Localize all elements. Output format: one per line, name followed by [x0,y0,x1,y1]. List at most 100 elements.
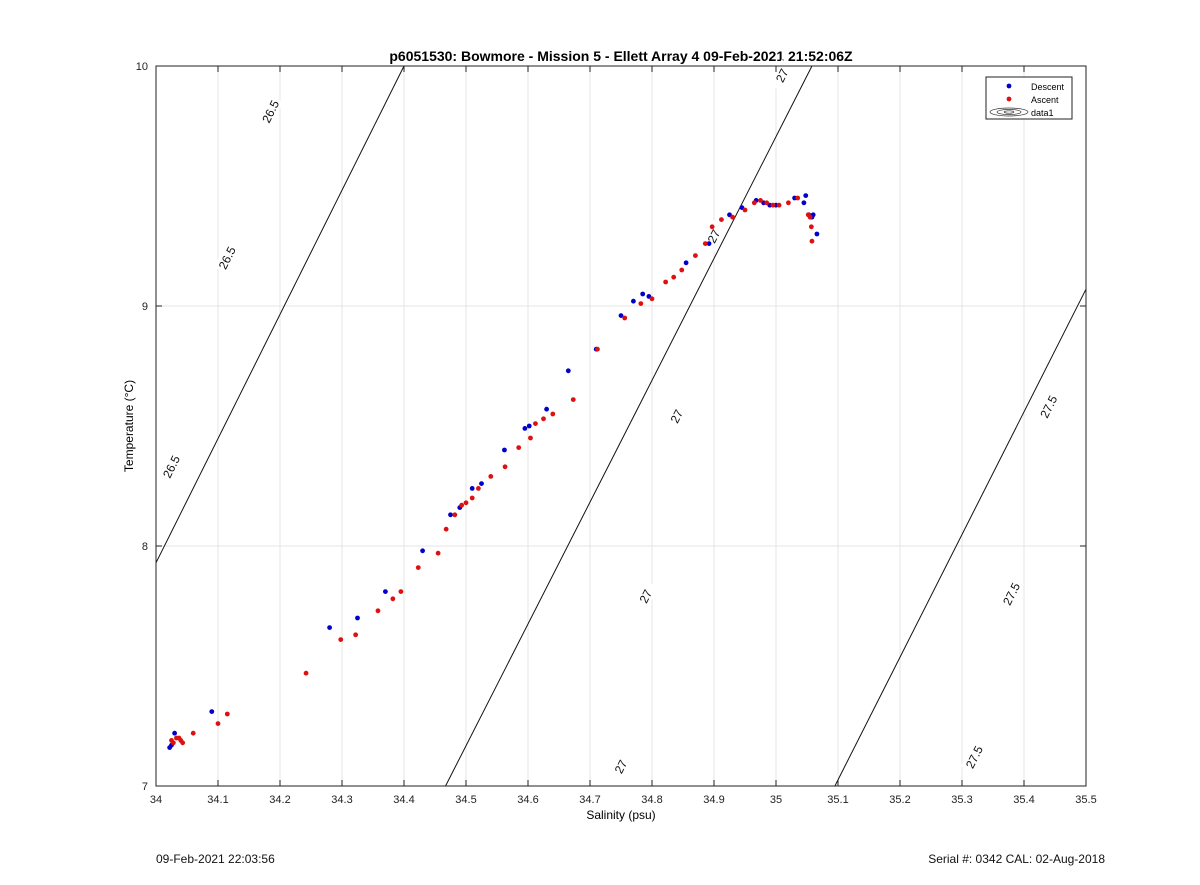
isopycnal-label: 27 [637,587,656,606]
y-tick-label: 7 [142,781,148,793]
ascent-point [375,608,381,614]
descent-point [469,486,475,491]
isopycnal-label-bg [1035,390,1062,423]
isopycnal-label-group: 26.5 [257,95,284,128]
ascent-point [751,200,757,206]
descent-point [640,291,646,297]
descent-point [448,512,453,518]
isopycnal-label: 27 [612,757,631,776]
isopycnal-label: 27 [705,227,724,246]
isopycnal-label-group: 27 [607,750,634,783]
legend-label-ascent: Ascent [1031,95,1059,105]
isopycnal-label-group: 27.5 [998,577,1025,610]
isopycnal-label-bg [158,450,185,483]
isopycnal-27.5 [834,288,1087,787]
legend-label-data1: data1 [1031,108,1054,118]
ascent-point [730,214,735,220]
ascent-point [541,416,546,422]
descent-point [502,447,507,453]
x-tick-label: 34.1 [207,794,228,806]
ascent-point [649,296,655,302]
ascent-point [398,589,404,594]
ascent-point [679,267,685,273]
descent-point [565,368,571,374]
ascent-point [224,711,230,717]
descent-point [814,231,820,237]
isopycnal-label-group: 26.5 [158,450,185,483]
isopycnal-label-bg [960,741,987,773]
ascent-point [170,740,176,746]
series-descent [167,193,820,750]
isopycnal-27 [445,65,813,787]
ascent-point [550,411,556,417]
y-tick-label: 8 [142,541,148,553]
isopycnal-label-bg [663,400,690,433]
x-tick-label: 34.5 [455,794,476,806]
x-tick-label: 35.3 [951,794,972,806]
descent-point [801,200,807,206]
ascent-point [808,224,814,230]
data-points [167,193,820,750]
x-tick-label: 34.4 [393,794,414,806]
legend-marker-ascent [1006,96,1012,102]
descent-point [544,406,549,412]
isopycnal-label: 27 [668,407,687,426]
ascent-point [443,526,449,532]
ascent-point [463,500,469,506]
isopycnal-label: 27 [773,66,792,85]
ascent-point [353,632,359,638]
legend: Descent Ascent data1 [985,76,1073,120]
descent-point [526,423,532,429]
isopycnal-label-group: 27 [632,580,659,613]
ascent-point [338,637,344,642]
ascent-point [770,202,776,208]
legend-marker-descent [1006,83,1012,89]
ascent-point [452,512,458,518]
ascent-point [215,721,221,726]
descent-point [355,615,360,621]
plot-area-frame [155,65,1087,787]
isopycnal-label-bg [257,95,284,128]
descent-point [522,426,528,431]
ascent-point [742,207,748,213]
gridlines [156,66,1086,786]
ascent-point [595,346,600,352]
x-tick-label: 34.8 [641,794,662,806]
ascent-point [786,200,791,206]
isopycnal-label-bg [998,577,1025,610]
ascent-point [528,435,533,441]
isopycnal-label-group: 27 [768,59,795,92]
descent-point [631,298,636,304]
contour-icon [989,107,1029,117]
y-tick-label: 10 [136,61,148,73]
x-tick-label: 34 [150,794,162,806]
ascent-point [638,301,644,306]
isopycnal-26.5 [155,65,405,564]
y-tick-label: 9 [142,301,148,313]
legend-box [985,76,1073,120]
x-tick-label: 34.2 [269,794,290,806]
ascent-point [807,214,813,220]
descent-point [327,625,332,630]
ascent-point [516,445,522,450]
series-ascent [169,195,815,746]
isopycnal-label-group: 27.5 [960,741,987,773]
ascent-point [415,565,421,570]
x-tick-label: 35 [770,794,782,806]
ascent-point [795,195,801,201]
ascent-point [776,202,782,208]
y-axis-ticks: 7 8 9 10 [136,61,1086,793]
ascent-point [533,421,538,426]
x-tick-label: 34.9 [703,794,724,806]
ascent-point [303,670,309,676]
ascent-point [435,550,441,556]
ascent-point [693,253,698,258]
ascent-point [459,502,465,508]
isopycnal-label-bg [607,750,634,783]
ascent-point [663,279,669,285]
descent-point [209,709,215,714]
descent-point [683,260,689,266]
isopycnal-label-bg [632,580,659,613]
serial-calibration-info: Serial #: 0342 CAL: 02-Aug-2018 [928,852,1105,866]
